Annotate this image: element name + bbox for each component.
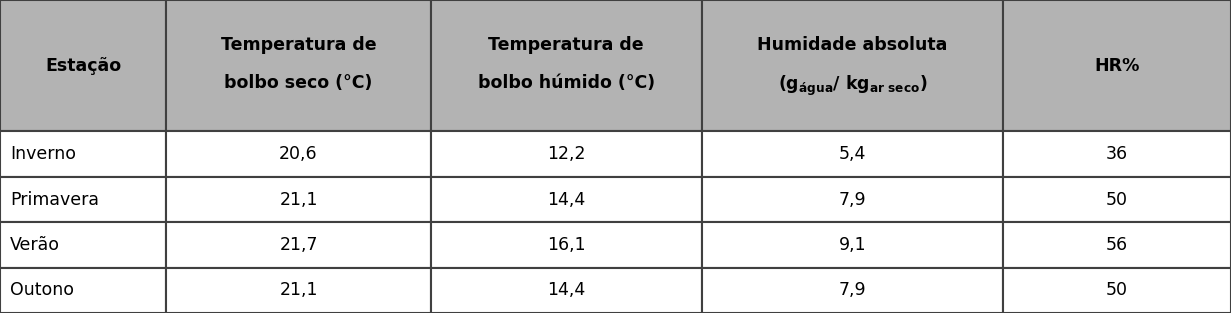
Bar (1003, 268, 1231, 313)
Bar (702, 131, 1003, 177)
Bar (0, 222, 166, 268)
Text: Primavera: Primavera (10, 191, 98, 208)
Bar (702, 222, 1003, 268)
Bar (166, 131, 431, 177)
Text: Temperatura de: Temperatura de (489, 36, 644, 54)
Text: 16,1: 16,1 (547, 236, 586, 254)
Text: bolbo húmido (°C): bolbo húmido (°C) (478, 74, 655, 92)
Text: Outono: Outono (10, 281, 74, 299)
Text: Humidade absoluta: Humidade absoluta (757, 36, 948, 54)
Bar (431, 222, 702, 268)
Text: Inverno: Inverno (10, 145, 76, 163)
Bar (1003, 222, 1231, 268)
Text: 14,4: 14,4 (547, 191, 586, 208)
Text: 50: 50 (1107, 281, 1128, 299)
Text: 7,9: 7,9 (838, 281, 867, 299)
Bar (431, 177, 702, 222)
Text: Temperatura de: Temperatura de (220, 36, 377, 54)
Text: bolbo seco (°C): bolbo seco (°C) (224, 74, 373, 92)
Text: 5,4: 5,4 (838, 145, 867, 163)
Text: 14,4: 14,4 (547, 281, 586, 299)
Text: Verão: Verão (10, 236, 60, 254)
Bar (0, 268, 166, 313)
Text: HR%: HR% (1094, 57, 1140, 75)
Text: 7,9: 7,9 (838, 191, 867, 208)
Bar (431, 0, 702, 131)
Text: 21,1: 21,1 (279, 191, 318, 208)
Text: 12,2: 12,2 (547, 145, 586, 163)
Bar (0, 131, 166, 177)
Text: 9,1: 9,1 (838, 236, 867, 254)
Bar (0, 177, 166, 222)
Text: 36: 36 (1107, 145, 1128, 163)
Bar (166, 177, 431, 222)
Bar (702, 0, 1003, 131)
Bar (166, 0, 431, 131)
Bar (1003, 0, 1231, 131)
Bar (166, 268, 431, 313)
Bar (1003, 177, 1231, 222)
Text: ($\mathbf{g}_{\mathbf{água}}$/ $\mathbf{kg}_{\mathbf{ar\ seco}}$): ($\mathbf{g}_{\mathbf{água}}$/ $\mathbf{… (778, 74, 927, 98)
Text: Estação: Estação (46, 57, 121, 75)
Text: 20,6: 20,6 (279, 145, 318, 163)
Bar (0, 0, 166, 131)
Text: 21,7: 21,7 (279, 236, 318, 254)
Bar (431, 131, 702, 177)
Text: 50: 50 (1107, 191, 1128, 208)
Bar (702, 268, 1003, 313)
Bar (1003, 131, 1231, 177)
Bar (431, 268, 702, 313)
Text: 21,1: 21,1 (279, 281, 318, 299)
Text: 56: 56 (1107, 236, 1128, 254)
Bar (702, 177, 1003, 222)
Bar (166, 222, 431, 268)
